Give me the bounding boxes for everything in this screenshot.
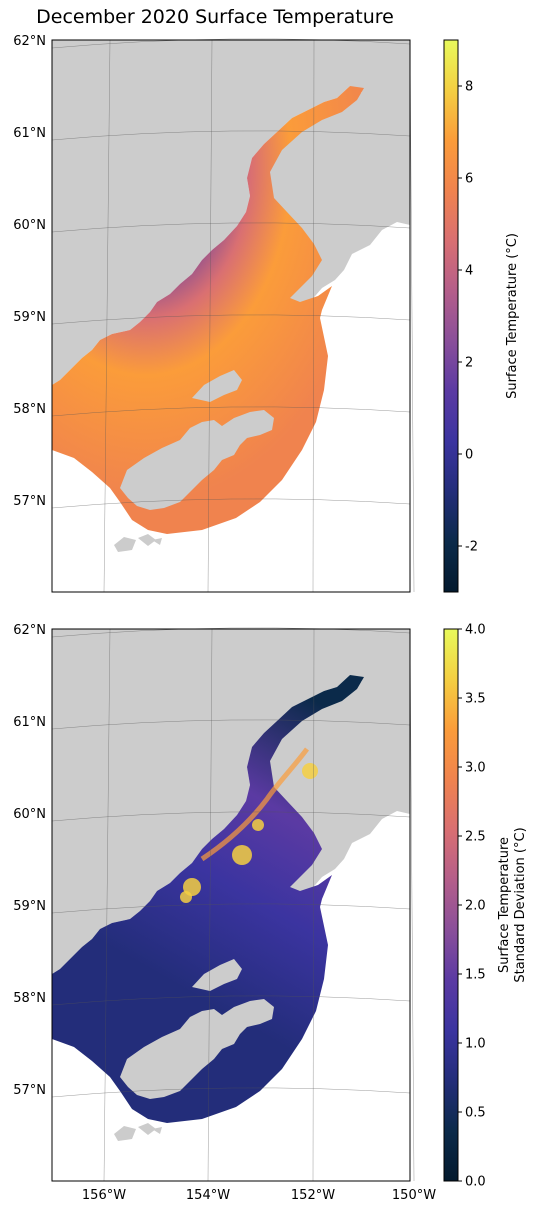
graticule-longitude <box>103 39 111 593</box>
graticule-latitude <box>51 406 411 417</box>
land-mainland <box>52 629 410 974</box>
latitude-label: 57°N <box>13 494 46 509</box>
colorbar-tick-label: -2 <box>465 540 478 555</box>
graticule-longitude <box>312 628 315 1182</box>
colorbar-label: Surface Temperature <box>497 837 512 973</box>
graticule-longitude <box>103 628 111 1182</box>
graticule-latitude <box>51 130 411 141</box>
graticule-latitude <box>51 38 411 49</box>
latitude-label: 59°N <box>13 899 46 914</box>
graticule-latitude <box>51 719 411 730</box>
latitude-label: 58°N <box>13 402 46 417</box>
colorbar-tick-label: 0 <box>465 448 473 463</box>
colorbar-ramp <box>443 628 459 1182</box>
graticule-latitude <box>51 314 411 325</box>
longitude-label: 152°W <box>291 1188 335 1203</box>
latitude-label: 60°N <box>13 218 46 233</box>
latitude-label: 61°N <box>13 126 46 141</box>
land-small-island <box>152 1127 162 1134</box>
land-kodiak-island <box>120 999 274 1099</box>
graticule-longitude <box>207 39 213 593</box>
graticule-latitude <box>51 627 411 638</box>
colorbar-tick-label: 1.5 <box>465 968 486 983</box>
latitude-label: 62°N <box>13 623 46 638</box>
colorbar-tick-label: 4 <box>465 264 473 279</box>
latitude-label: 62°N <box>13 34 46 49</box>
land-small-island <box>152 538 162 545</box>
colorbar-tick-label: 3.0 <box>465 761 486 776</box>
graticule-longitude <box>312 39 315 593</box>
colorbar-tick-label: 2 <box>465 356 473 371</box>
colorbar-tick-label: 3.5 <box>465 692 486 707</box>
std-hotspot <box>302 763 318 779</box>
colorbar-tick-label: 8 <box>465 80 473 95</box>
graticule-latitude <box>51 498 411 509</box>
colorbar-tick-label: 0.0 <box>465 1175 486 1190</box>
latitude-label: 58°N <box>13 991 46 1006</box>
colorbar-tick-label: 6 <box>465 172 473 187</box>
map-panel-temperature-std: 62°N 61°N 60°N 59°N 58°N 57°N 156°W 154°W 152°W 1… <box>13 623 436 1203</box>
graticule-latitude <box>51 1087 411 1098</box>
colorbar-tick-label: 0.5 <box>465 1106 486 1121</box>
map-panel-mean-temperature: 62°N 61°N 60°N 59°N 58°N 57°N <box>13 34 415 593</box>
std-streak <box>200 747 309 862</box>
graticule-longitude <box>409 39 415 593</box>
longitude-label: 154°W <box>186 1188 230 1203</box>
graticule-latitude <box>51 995 411 1006</box>
colorbar-label: Standard Deviation (°C) <box>513 827 528 982</box>
longitude-label: 156°W <box>82 1188 126 1203</box>
land-mainland <box>52 40 410 385</box>
land-small-island <box>114 537 136 552</box>
std-hotspot <box>232 845 252 865</box>
latitude-label: 60°N <box>13 807 46 822</box>
colorbar-temperature-std: 0.0 0.5 1.0 1.5 2.0 2.5 3.0 3.5 4.0 Surface Tempe… <box>443 623 528 1190</box>
colorbar-tick-label: 2.0 <box>465 899 486 914</box>
land-small-island <box>114 1126 136 1141</box>
latitude-label: 61°N <box>13 715 46 730</box>
colorbar-tick-label: 1.0 <box>465 1037 486 1052</box>
graticule-longitude <box>207 628 213 1182</box>
water-field <box>52 675 364 1123</box>
latitude-label: 59°N <box>13 310 46 325</box>
land-afognak-island <box>192 370 242 402</box>
std-hotspot <box>252 819 264 831</box>
latitude-label: 57°N <box>13 1083 46 1098</box>
longitude-label: 150°W <box>392 1188 436 1203</box>
map-frame <box>51 39 411 593</box>
land-small-island <box>138 1123 156 1135</box>
graticule-longitude <box>409 628 415 1182</box>
figure-title: December 2020 Surface Temperature <box>36 6 394 28</box>
land-small-island <box>138 534 156 546</box>
water-field <box>52 86 364 534</box>
colorbar-label: Surface Temperature (°C) <box>505 233 520 399</box>
graticule-latitude <box>51 811 411 822</box>
std-hotspot <box>180 891 192 903</box>
colorbar-ramp <box>443 39 459 593</box>
land-kodiak-island <box>120 410 274 510</box>
graticule-latitude <box>51 903 411 914</box>
colorbar-tick-label: 4.0 <box>465 623 486 638</box>
graticule-latitude <box>51 222 411 233</box>
colorbar-tick-label: 2.5 <box>465 830 486 845</box>
colorbar-mean-temperature: -2 0 2 4 6 8 Surface Temperature (°C) <box>443 39 520 593</box>
map-frame <box>51 628 411 1182</box>
land-afognak-island <box>192 959 242 991</box>
